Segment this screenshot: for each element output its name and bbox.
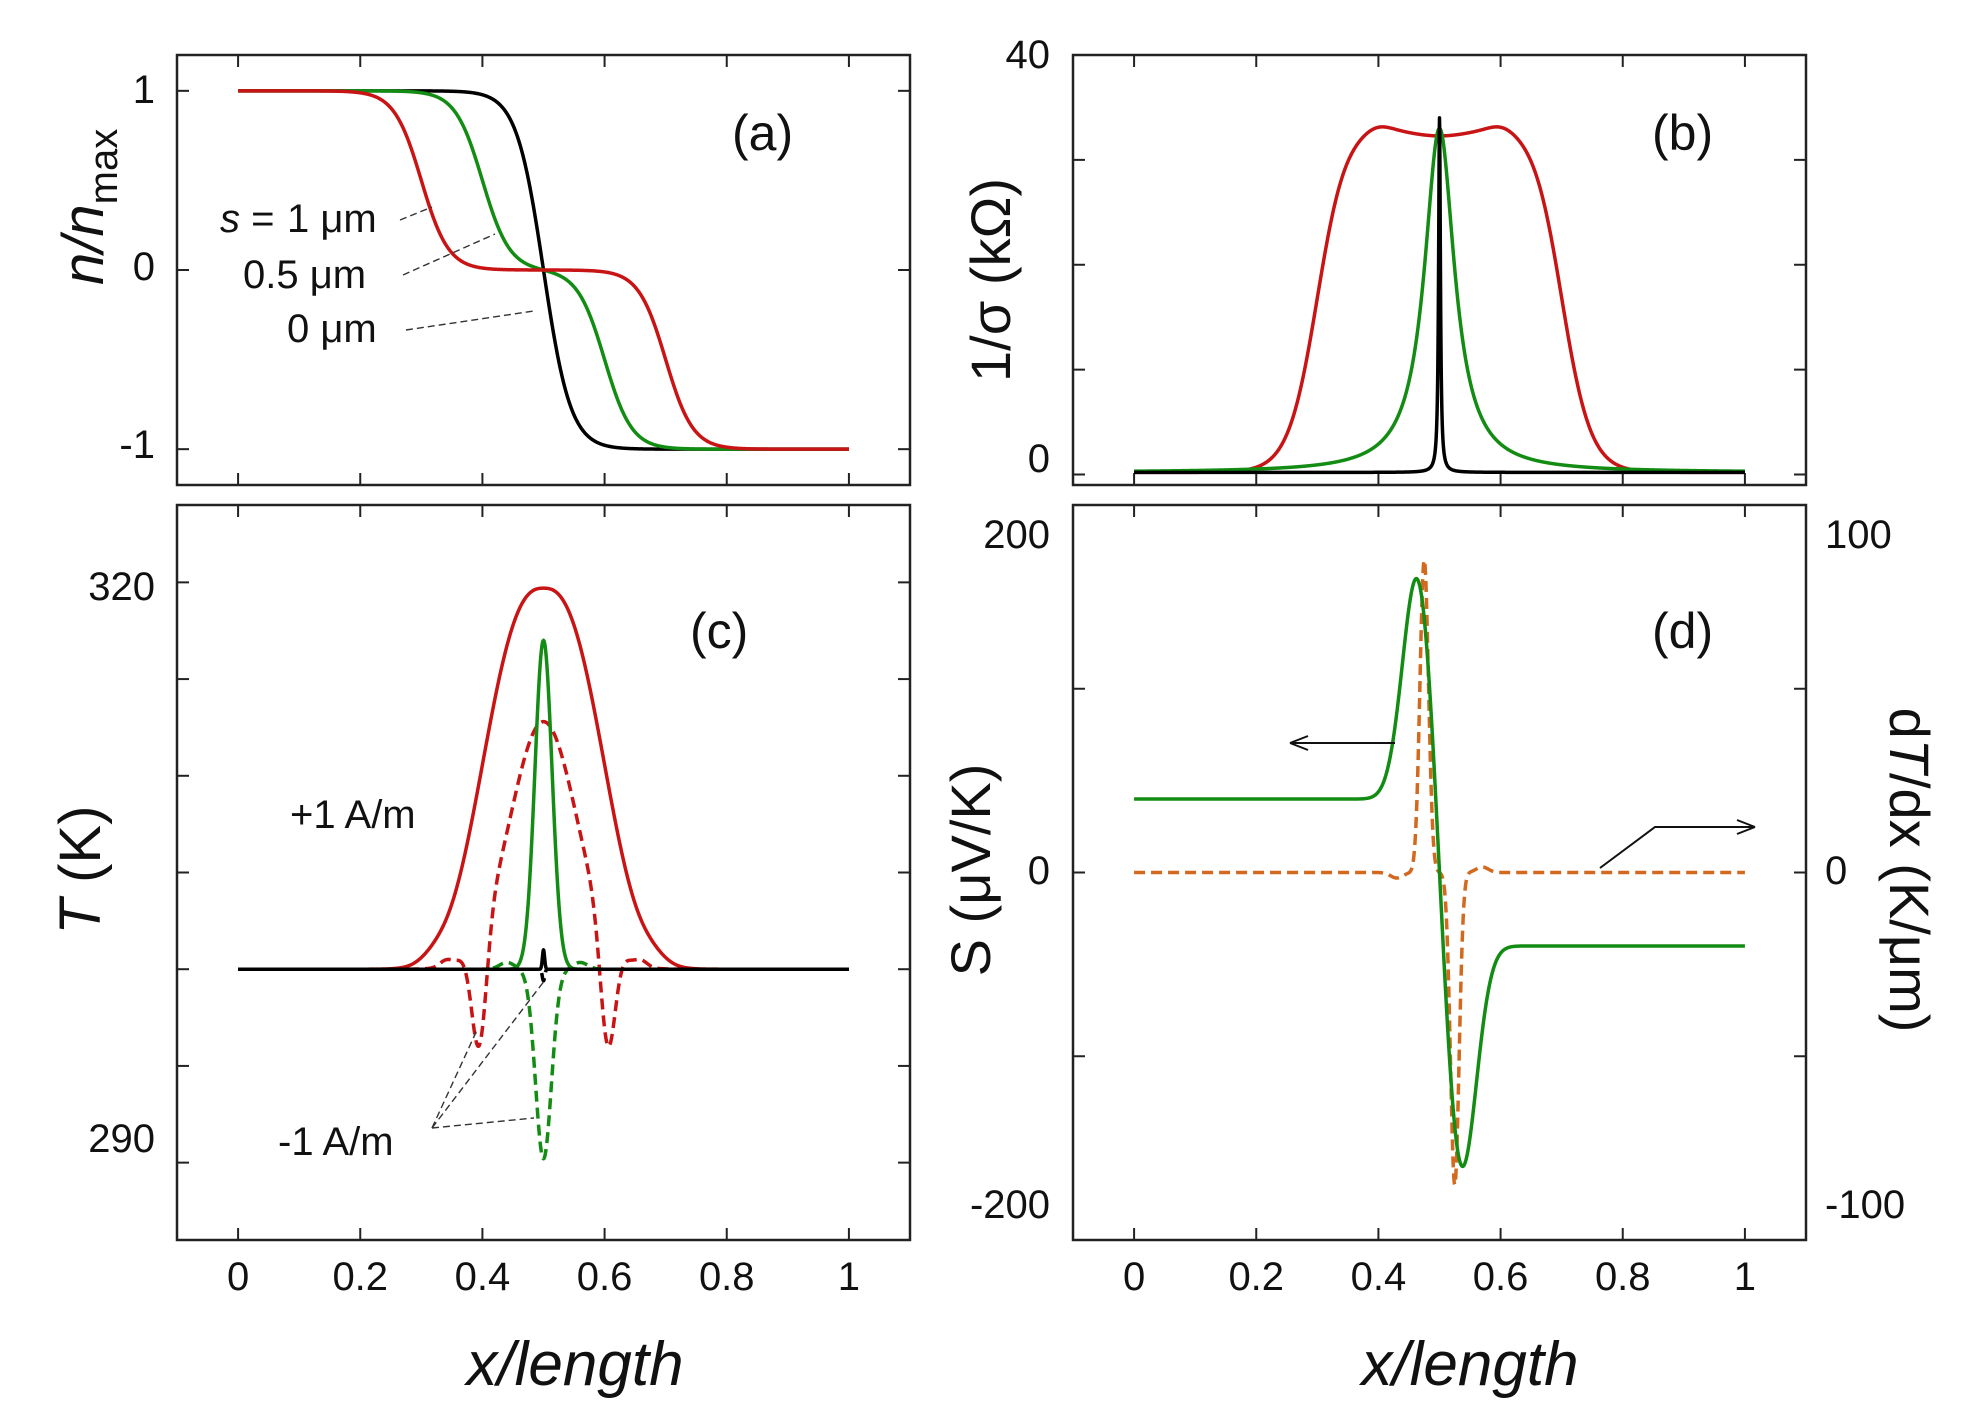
panel-c-ytick-320: 320: [88, 565, 155, 609]
panel-c-ticks: [177, 505, 910, 1240]
xlabel-right: x/length: [1358, 1330, 1578, 1399]
x-tick-label: 0: [1123, 1255, 1145, 1299]
panel-c-annot-pos: +1 A/m: [290, 793, 416, 837]
panel-c-curve-black: [236, 948, 851, 971]
panel-d-ytick-left-minus200: -200: [970, 1183, 1050, 1227]
x-tick-labels: 0 0.2 0.4 0.6 0.8 1 0 0.2 0.4 0.6 0.8 1: [227, 1255, 1756, 1299]
panel-b-ytick-40: 40: [1006, 33, 1051, 77]
panel-a-ytick-minus1: -1: [119, 423, 155, 467]
x-tick-label: 0.6: [577, 1255, 633, 1299]
panel-a-ytick-1: 1: [133, 68, 155, 112]
panel-b-curve-black: [1132, 116, 1747, 475]
panel-d-ytick-right-minus100: -100: [1825, 1183, 1905, 1227]
panel-d-arrow-right: [1599, 826, 1755, 869]
panel-b-curves: [1132, 116, 1747, 475]
panel-a-label: (a): [732, 105, 793, 161]
x-tick-label: 1: [838, 1255, 860, 1299]
x-tick-label: 1: [1734, 1255, 1756, 1299]
panel-d-ylabel-right: dT/dx (K/μm): [1878, 708, 1941, 1033]
panel-d-ticks: [1073, 504, 1806, 1241]
x-tick-label: 0.2: [332, 1255, 388, 1299]
panel-c-annot-neg: -1 A/m: [278, 1120, 394, 1164]
panel-c: 320 290 (c) T (K) +1 A/m -1 A/m: [48, 503, 912, 1242]
panel-a-annot-black: 0 μm: [287, 307, 377, 351]
panel-c-ylabel: T (K): [48, 806, 113, 935]
panel-a: 1 0 -1 (a) n/nmax s = 1 μm 0.5 μm 0 μm: [51, 53, 912, 487]
panel-d-ylabel-left: S (μV/K): [939, 764, 1002, 977]
x-tick-label: 0: [227, 1255, 249, 1299]
panel-c-label: (c): [690, 603, 748, 659]
panel-d-curves: [1132, 558, 1747, 1187]
x-tick-label: 0.4: [455, 1255, 511, 1299]
panel-b-ticks: [1073, 54, 1806, 485]
x-tick-label: 0.2: [1228, 1255, 1284, 1299]
panel-a-annot-s: s =: [220, 197, 274, 241]
panel-c-curves: [236, 586, 851, 1161]
panel-d-ytick-right-0: 0: [1825, 849, 1847, 893]
panel-a-leader-black: [405, 310, 535, 331]
panel-d-ytick-right-100: 100: [1825, 513, 1892, 557]
x-tick-label: 0.8: [699, 1255, 755, 1299]
panel-d: 200 0 -200 100 0 -100 (d) S (μV/K) dT/dx…: [939, 503, 1941, 1242]
x-tick-label: 0.4: [1351, 1255, 1407, 1299]
panel-d-ytick-left-200: 200: [983, 513, 1050, 557]
panel-a-leader-red: [399, 206, 433, 221]
panel-a-curve-red: [237, 89, 850, 451]
panel-b: 40 0 (b) 1/σ (kΩ): [959, 33, 1808, 487]
panel-c-leader-2: [431, 979, 546, 1129]
panel-d-label: (d): [1652, 603, 1713, 659]
panel-a-ytick-0: 0: [133, 245, 155, 289]
panel-b-ylabel: 1/σ (kΩ): [959, 178, 1022, 382]
panel-a-ticks: [177, 55, 910, 485]
xlabel-left: x/length: [463, 1330, 683, 1399]
panel-c-curve-black-dashed: [236, 967, 851, 983]
panel-c-curve-red-dashed: [236, 719, 851, 1049]
panel-d-ytick-left-0: 0: [1028, 849, 1050, 893]
panel-c-ytick-290: 290: [88, 1117, 155, 1161]
panel-c-leader-1: [431, 1029, 478, 1129]
panel-a-curves: [237, 89, 850, 451]
panel-b-label: (b): [1652, 105, 1713, 161]
panel-d-curve-S: [1132, 576, 1747, 1169]
panel-b-frame: [1071, 53, 1808, 487]
panel-a-ylabel: n/nmax: [51, 129, 126, 285]
panel-b-ytick-0: 0: [1028, 437, 1050, 481]
x-tick-label: 0.6: [1473, 1255, 1529, 1299]
panel-c-leader-3: [431, 1117, 535, 1129]
panel-a-annot-red: 1 μm: [287, 197, 377, 241]
panel-a-leader-green: [402, 233, 496, 276]
x-tick-label: 0.8: [1595, 1255, 1651, 1299]
panel-d-arrowhead-right: [1736, 819, 1756, 835]
panel-d-arrowhead-left: [1289, 735, 1309, 751]
panel-a-annot-green: 0.5 μm: [243, 253, 366, 297]
